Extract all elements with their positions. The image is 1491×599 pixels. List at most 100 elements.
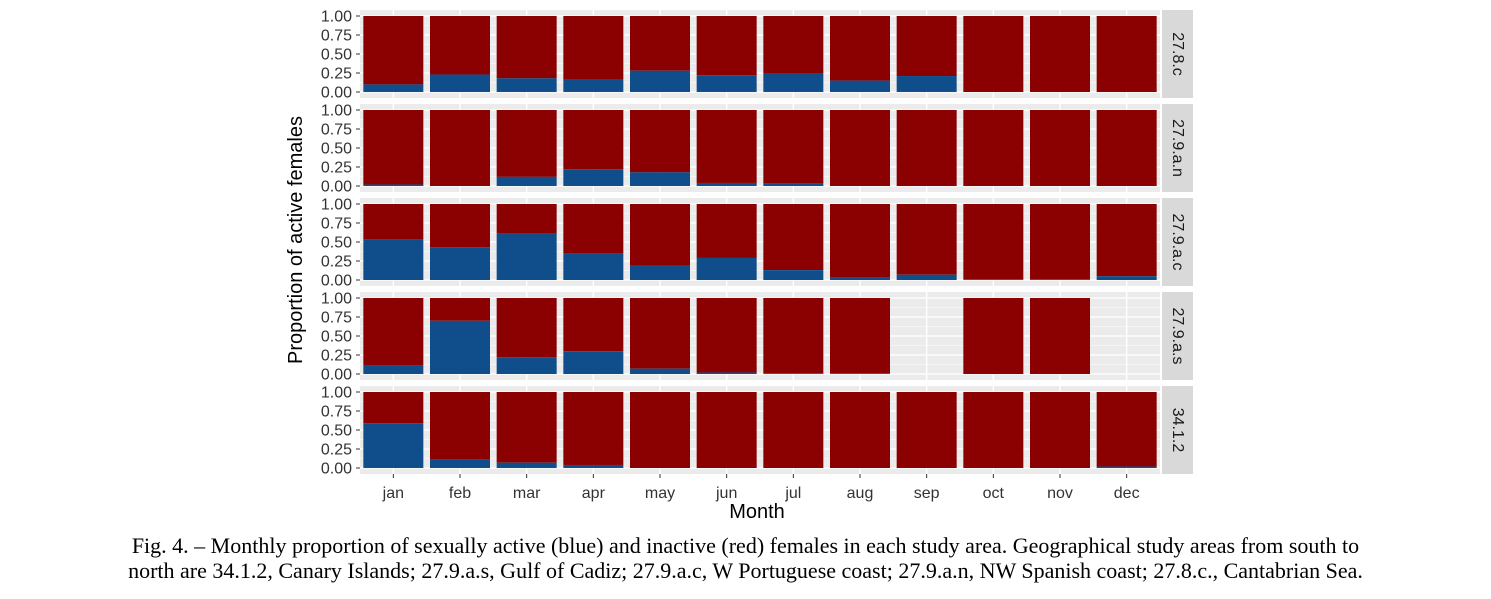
bar-active-apr (563, 79, 624, 92)
y-tick-label: 0.75 (321, 404, 352, 421)
bar-inactive-aug (830, 298, 890, 374)
bar-inactive-may (630, 392, 690, 468)
x-tick-label-feb: feb (449, 485, 471, 502)
bar-inactive-jun (696, 298, 757, 373)
bar-inactive-dec (1096, 392, 1157, 467)
bar-inactive-apr (563, 392, 624, 465)
bar-inactive-jul (763, 392, 824, 468)
facet-panel-27-9-a-n: 0.00 0.25 0.50 0.75 1.00 27.9.a.n (321, 103, 1193, 196)
bar-inactive-sep (896, 204, 957, 275)
bar-inactive-jan (363, 110, 424, 185)
x-tick-label-may: may (645, 485, 675, 502)
bar-active-mar (496, 176, 557, 186)
bar-inactive-mar (496, 392, 557, 463)
y-tick-label: 0.75 (321, 28, 352, 45)
bar-active-apr (563, 351, 624, 374)
bar-active-oct (963, 279, 1024, 280)
bar-inactive-jan (363, 298, 424, 366)
faceted-stacked-bar-chart: 0.00 0.25 0.50 0.75 1.00 27.8.c 0.00 0.25 0.50 0.… (285, 9, 1193, 523)
bar-active-may (630, 172, 690, 186)
bar-active-sep (896, 76, 957, 92)
x-tick-label-jun: jun (715, 485, 737, 502)
y-tick-label: 0.50 (321, 423, 352, 440)
y-tick-label: 0.00 (321, 367, 352, 384)
bar-active-dec (1096, 276, 1157, 280)
bar-inactive-nov (1030, 392, 1090, 468)
bar-active-jan (363, 423, 424, 468)
bar-active-feb (430, 247, 490, 280)
bar-inactive-dec (1096, 16, 1157, 92)
x-tick-label-jan: jan (382, 485, 404, 502)
y-tick-label: 0.75 (321, 310, 352, 327)
bar-active-jul (763, 270, 824, 280)
bar-inactive-apr (563, 16, 624, 80)
y-tick-label: 0.25 (321, 254, 352, 271)
bar-inactive-mar (496, 16, 557, 79)
y-tick-label: 0.25 (321, 66, 352, 83)
x-tick-label-aug: aug (847, 485, 874, 502)
y-tick-label: 0.50 (321, 47, 352, 64)
bar-active-mar (496, 233, 557, 280)
bar-inactive-jan (363, 204, 424, 240)
bar-inactive-may (630, 204, 690, 266)
bar-active-jan (363, 365, 424, 374)
bar-inactive-jul (763, 16, 824, 73)
bar-inactive-sep (896, 392, 957, 468)
facet-strip-label: 27.8.c (1169, 32, 1186, 76)
bar-inactive-oct (963, 204, 1024, 280)
bar-inactive-feb (430, 204, 490, 248)
facet-panel-34-1-2: 0.00 0.25 0.50 0.75 1.00 34.1.2 (321, 385, 1193, 478)
bar-inactive-may (630, 298, 690, 369)
y-tick-label: 0.00 (321, 461, 352, 478)
bar-inactive-aug (830, 110, 890, 186)
bar-inactive-dec (1096, 204, 1157, 277)
bar-inactive-aug (830, 16, 890, 81)
x-tick-label-dec: dec (1114, 485, 1140, 502)
bar-inactive-nov (1030, 16, 1090, 92)
bar-inactive-nov (1030, 204, 1090, 280)
bar-inactive-apr (563, 298, 624, 352)
bar-active-feb (430, 320, 490, 374)
bar-active-jul (763, 73, 824, 92)
facet-panels: 0.00 0.25 0.50 0.75 1.00 27.8.c 0.00 0.25 0.50 0.… (321, 9, 1193, 478)
bar-inactive-oct (963, 392, 1024, 468)
bar-active-jul (763, 373, 824, 374)
bar-inactive-sep (896, 110, 957, 186)
bar-inactive-jun (696, 16, 757, 76)
bar-active-mar (496, 78, 557, 92)
bar-active-aug (830, 80, 890, 92)
y-tick-label: 1.00 (321, 291, 352, 308)
bar-inactive-oct (963, 16, 1024, 92)
y-tick-label: 0.00 (321, 85, 352, 102)
x-tick-label-sep: sep (914, 485, 940, 502)
y-tick-label: 0.00 (321, 273, 352, 290)
bar-active-jun (696, 182, 757, 186)
bar-active-jun (696, 257, 757, 280)
y-tick-label: 1.00 (321, 103, 352, 120)
y-tick-label: 0.50 (321, 141, 352, 158)
bar-inactive-jul (763, 110, 824, 184)
bar-inactive-feb (430, 298, 490, 321)
bar-inactive-apr (563, 204, 624, 254)
y-tick-label: 0.00 (321, 179, 352, 196)
bar-active-nov (1030, 279, 1090, 280)
x-tick-label-mar: mar (513, 485, 541, 502)
bar-active-jan (363, 184, 424, 186)
bar-inactive-jan (363, 392, 424, 424)
bar-active-dec (1096, 466, 1157, 468)
x-axis-title: Month (729, 501, 785, 523)
y-tick-label: 1.00 (321, 385, 352, 402)
facet-strip (1162, 386, 1193, 474)
y-tick-label: 0.50 (321, 329, 352, 346)
facet-strip-label: 27.9.a.n (1169, 119, 1186, 177)
bar-active-jun (696, 75, 757, 92)
facet-strip-label: 27.9.a.s (1169, 308, 1186, 365)
bar-inactive-jul (763, 204, 824, 271)
bar-inactive-mar (496, 110, 557, 177)
x-tick-label-oct: oct (983, 485, 1005, 502)
bar-inactive-oct (963, 298, 1024, 374)
y-tick-label: 1.00 (321, 9, 352, 26)
bar-inactive-aug (830, 204, 890, 278)
bar-active-aug (830, 277, 890, 280)
bar-active-may (630, 368, 690, 374)
